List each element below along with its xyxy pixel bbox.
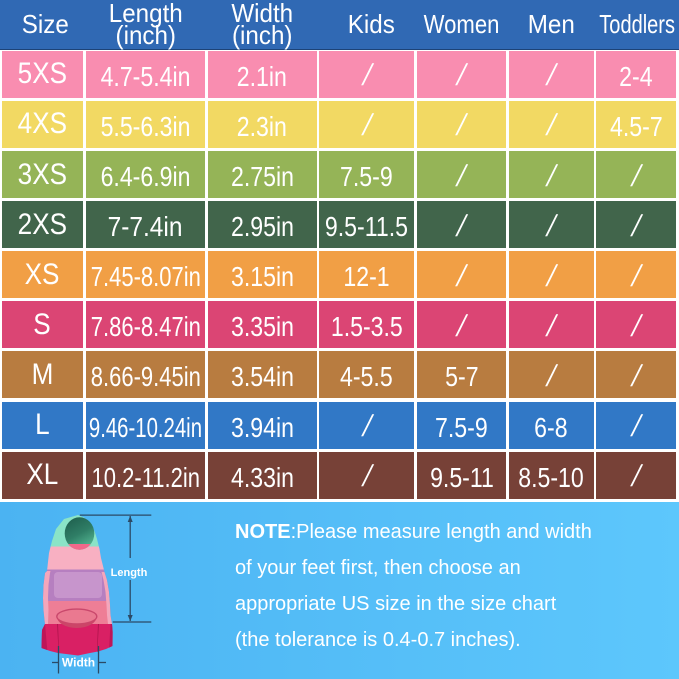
svg-text:Length: Length xyxy=(111,567,148,579)
svg-text:Width: Width xyxy=(62,656,95,670)
